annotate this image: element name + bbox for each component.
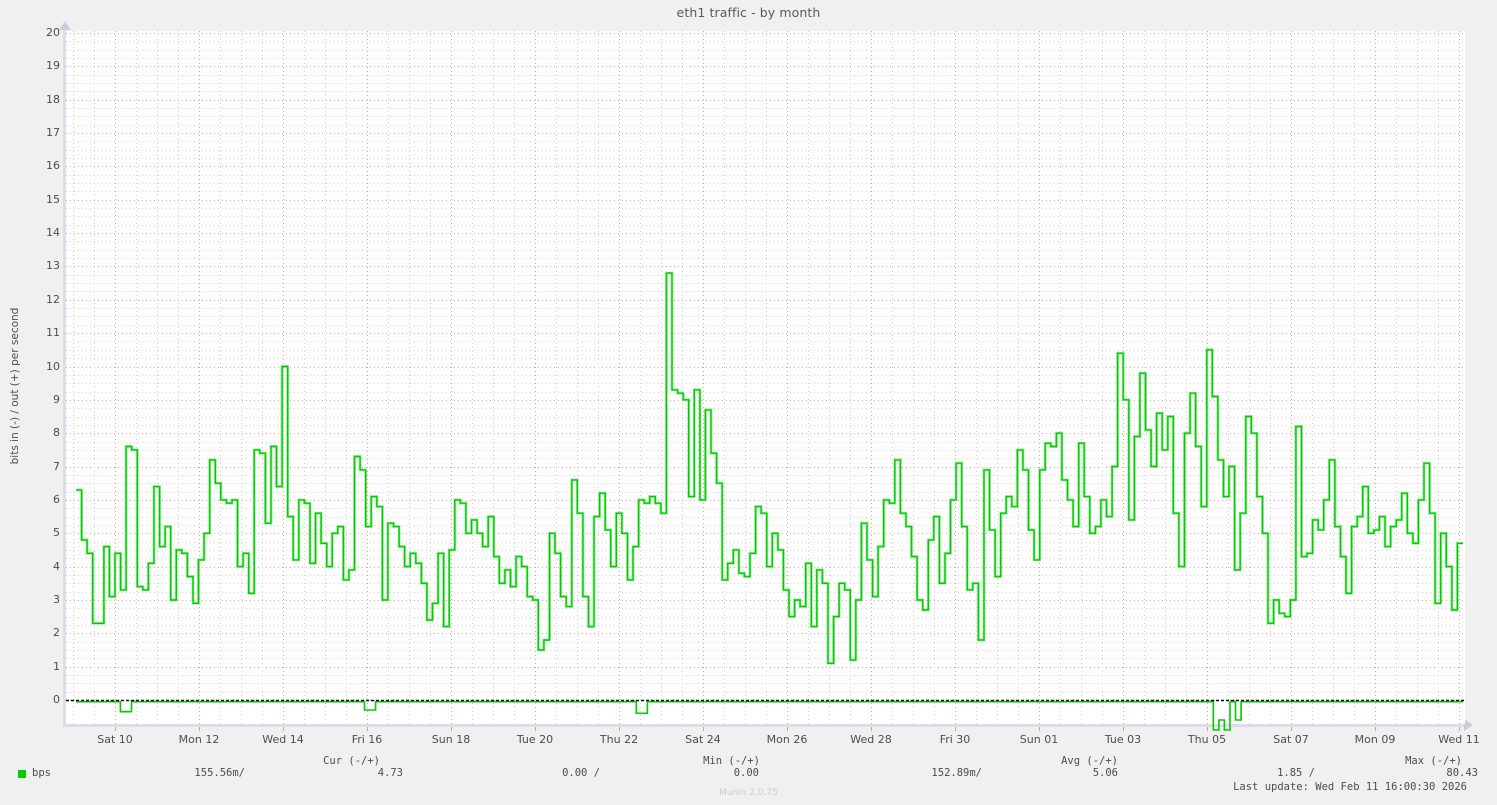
y-axis-tick-label: 12	[46, 292, 60, 306]
x-axis-tick-label: Sun 18	[431, 733, 471, 746]
y-axis-tick-label: 13	[46, 259, 60, 273]
x-axis-tick-mark	[535, 727, 536, 731]
data-series-lines	[66, 271, 1465, 731]
legend-column-headers: Cur (-/+) Min (-/+) Avg (-/+) Max (-/+)	[0, 755, 1497, 768]
plot-area	[66, 31, 1465, 731]
y-axis-tick-label: 3	[53, 592, 60, 606]
x-axis-tick-mark	[703, 727, 704, 731]
x-axis-tick-label: Wed 28	[850, 733, 892, 746]
y-axis-tick-label: 6	[53, 492, 60, 506]
y-axis-tick-label: 17	[46, 126, 60, 140]
legend-series-row: bps 155.56m/4.73 0.00 / 0.00 152.89m/5.06 1.…	[0, 767, 1497, 781]
x-axis-tick-mark	[367, 727, 368, 731]
legend-stat-avg-in: 152.89m/	[931, 767, 982, 779]
x-axis-tick-mark	[115, 727, 116, 731]
plot-left-axis	[63, 28, 66, 727]
plot-bottom-axis	[63, 724, 1468, 727]
x-axis-tick-mark	[1459, 727, 1460, 731]
y-axis-tick-label: 11	[46, 326, 60, 340]
x-axis-tick-mark	[199, 727, 200, 731]
legend-stat-cur-out: 4.73	[377, 767, 403, 779]
legend-stat-min-in: 0.00 /	[562, 767, 600, 779]
x-axis-tick-mark	[1375, 727, 1376, 731]
x-axis-tick-mark	[955, 727, 956, 731]
legend-stat-cur-in: 155.56m/	[194, 767, 245, 779]
legend-series-label: bps	[32, 767, 51, 779]
x-axis-tick-mark	[787, 727, 788, 731]
y-axis-tick-label: 5	[53, 526, 60, 540]
x-axis-tick-label: Thu 22	[599, 733, 639, 746]
y-axis-tick-label: 8	[53, 426, 60, 440]
x-axis-tick-label: Mon 26	[766, 733, 808, 746]
x-axis-tick-label: Fri 30	[939, 733, 971, 746]
y-axis-arrow-icon	[59, 21, 71, 30]
y-axis-tick-label: 7	[53, 459, 60, 473]
x-axis-tick-label: Wed 14	[262, 733, 304, 746]
y-axis-tick-label: 15	[46, 192, 60, 206]
x-axis-tick-label: Thu 05	[1187, 733, 1227, 746]
last-update-text: Last update: Wed Feb 11 16:00:30 2026	[1233, 781, 1467, 793]
x-axis-tick-label: Fri 16	[351, 733, 383, 746]
x-axis-tick-label: Tue 03	[1104, 733, 1142, 746]
x-axis-tick-mark	[451, 727, 452, 731]
x-axis-tick-label: Mon 12	[178, 733, 220, 746]
x-axis-tick-mark	[1123, 727, 1124, 731]
legend-color-swatch	[18, 770, 26, 778]
legend-column-header: Avg (-/+)	[1061, 755, 1118, 767]
y-axis-tick-label: 4	[53, 559, 60, 573]
legend-stat-max-out: 80.43	[1446, 767, 1478, 779]
x-axis-tick-label: Wed 11	[1438, 733, 1480, 746]
y-axis-tick-label: 20	[46, 26, 60, 39]
x-axis-tick-label: Sat 24	[685, 733, 721, 746]
legend-stat-avg-out: 5.06	[1092, 767, 1118, 779]
x-axis-tick-label: Sat 07	[1273, 733, 1309, 746]
x-axis-tick-label: Sat 10	[97, 733, 133, 746]
legend-column-header: Min (-/+)	[703, 755, 760, 767]
x-axis-tick-label: Tue 20	[516, 733, 554, 746]
y-axis-tick-label: 1	[53, 659, 60, 673]
legend-column-header: Max (-/+)	[1405, 755, 1462, 767]
x-axis-tick-mark	[871, 727, 872, 731]
legend-column-header: Cur (-/+)	[323, 755, 380, 767]
page-title: eth1 traffic - by month	[676, 5, 821, 20]
x-axis-tick-mark	[1039, 727, 1040, 731]
y-axis-tick-label: 14	[46, 226, 60, 240]
x-axis-tick-label: Sun 01	[1019, 733, 1059, 746]
x-axis-tick-label: Mon 09	[1354, 733, 1396, 746]
x-axis-tick-mark	[1207, 727, 1208, 731]
legend-stat-min-out: 0.00	[733, 767, 759, 779]
y-axis-tick-label: 18	[46, 92, 60, 106]
x-axis-arrow-icon	[1464, 719, 1473, 731]
x-axis-tick-mark	[283, 727, 284, 731]
y-axis-tick-label: 10	[46, 359, 60, 373]
legend-stat-max-in: 1.85 /	[1277, 767, 1315, 779]
x-axis-tick-mark	[1291, 727, 1292, 731]
y-axis-label: bits in (-) / out (+) per second	[9, 307, 21, 465]
y-axis-tick-label: 19	[46, 59, 60, 73]
y-axis-tick-label: 0	[53, 693, 60, 706]
munin-version-footer: Munin 2.0.75	[719, 788, 778, 798]
y-axis-tick-label: 16	[46, 159, 60, 173]
y-axis-tick-label: 9	[53, 392, 60, 406]
y-axis-tick-label: 2	[53, 626, 60, 640]
x-axis-tick-mark	[619, 727, 620, 731]
